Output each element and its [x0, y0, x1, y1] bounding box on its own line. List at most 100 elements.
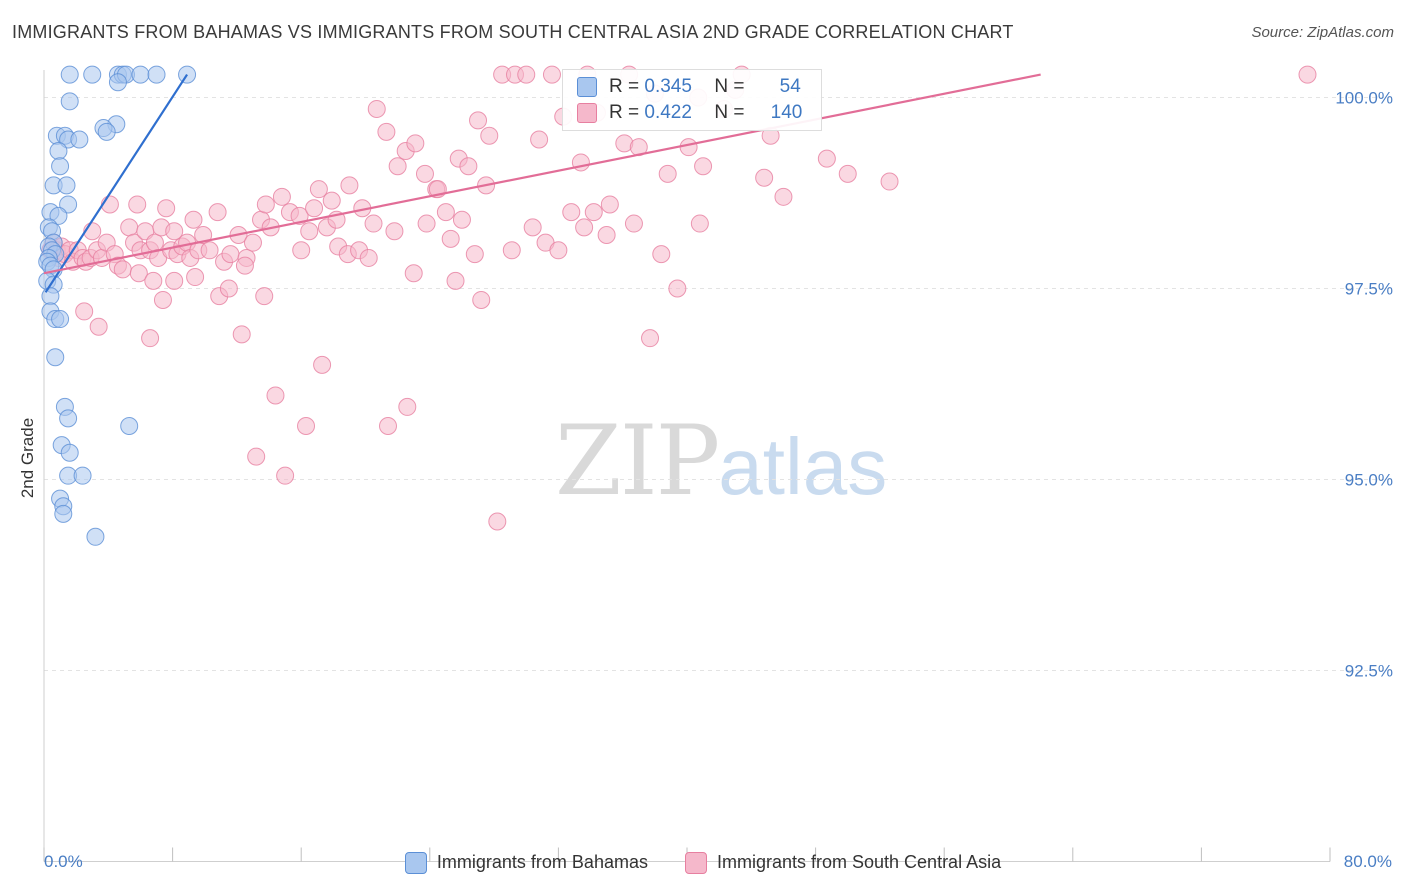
data-point — [120, 218, 139, 237]
legend-item-south-central-asia[interactable]: Immigrants from South Central Asia — [684, 852, 1002, 875]
legend-label-south-central-asia: Immigrants from South Central Asia — [716, 852, 1002, 872]
data-point — [309, 180, 328, 199]
data-point — [459, 157, 478, 176]
data-point — [517, 65, 536, 84]
data-point — [194, 226, 213, 245]
data-point — [441, 229, 460, 248]
y-tick-label: 92.5% — [1345, 662, 1393, 681]
legend-item-bahamas[interactable]: Immigrants from Bahamas — [404, 852, 648, 875]
data-point — [297, 417, 316, 436]
data-point — [472, 290, 491, 309]
data-point — [359, 248, 378, 267]
x-tick-label-max: 80.0% — [1343, 852, 1392, 871]
data-point — [377, 122, 396, 141]
data-point — [266, 386, 285, 405]
data-point — [184, 210, 203, 229]
data-point — [385, 222, 404, 241]
data-point — [562, 203, 581, 222]
data-point — [131, 65, 150, 84]
data-point — [153, 290, 172, 309]
data-point — [530, 130, 549, 149]
data-point — [452, 210, 471, 229]
data-point — [668, 279, 687, 298]
data-point — [300, 222, 319, 241]
chart-title: IMMIGRANTS FROM BAHAMAS VS IMMIGRANTS FR… — [12, 22, 1014, 42]
data-point — [70, 130, 89, 149]
data-point — [880, 172, 899, 191]
stats-row-bahamas: R = 0.345 N = 54 — [577, 76, 801, 102]
data-point — [60, 92, 79, 111]
data-point — [60, 65, 79, 84]
data-point — [208, 203, 227, 222]
data-point — [364, 214, 383, 233]
data-point — [247, 447, 266, 466]
data-point — [690, 214, 709, 233]
data-point — [232, 325, 251, 344]
data-point — [290, 206, 309, 225]
data-point — [145, 233, 164, 252]
data-point — [469, 111, 488, 130]
data-point — [480, 126, 499, 145]
stats-row-south-central-asia: R = 0.422 N = 140 — [577, 102, 802, 128]
watermark-atlas: atlas — [718, 422, 888, 511]
data-point — [1298, 65, 1317, 84]
y-tick-label: 95.0% — [1345, 471, 1393, 490]
y-tick-label: 100.0% — [1335, 89, 1393, 108]
data-point — [446, 271, 465, 290]
data-point — [59, 195, 78, 214]
stats-box: R = 0.345 N = 54 R = 0.422 N = 140 — [562, 69, 822, 131]
data-point — [221, 245, 240, 264]
stats-n-label: N = — [714, 76, 745, 97]
watermark: ZIPatlas — [555, 405, 887, 517]
data-point — [292, 241, 311, 260]
data-point — [186, 268, 205, 287]
data-point — [51, 157, 70, 176]
data-point — [600, 195, 619, 214]
stats-n-value: 140 — [770, 102, 803, 123]
data-point — [86, 527, 105, 546]
data-point — [256, 195, 275, 214]
data-point — [165, 271, 184, 290]
data-point — [129, 264, 148, 283]
trend-line — [44, 73, 188, 293]
data-point — [817, 149, 836, 168]
points-layer — [38, 65, 1317, 546]
data-point — [113, 260, 132, 279]
data-point — [200, 241, 219, 260]
data-point — [340, 176, 359, 195]
data-point — [97, 122, 116, 141]
data-point — [219, 279, 238, 298]
trend-line — [43, 73, 1041, 275]
data-point — [774, 187, 793, 206]
stats-swatch-bahamas — [577, 76, 597, 97]
data-point — [597, 226, 616, 245]
data-point — [59, 409, 78, 428]
legend: Immigrants from Bahamas Immigrants from … — [0, 852, 1406, 875]
data-point — [404, 264, 423, 283]
data-point — [575, 218, 594, 237]
data-point — [694, 157, 713, 176]
data-point — [488, 512, 507, 531]
grid-layer — [44, 97, 1396, 671]
data-point — [165, 222, 184, 241]
data-point — [276, 466, 295, 485]
data-point — [379, 417, 398, 436]
stats-n-label: N = — [714, 102, 745, 123]
data-point — [523, 218, 542, 237]
data-point — [89, 317, 108, 336]
legend-label-bahamas: Immigrants from Bahamas — [436, 852, 648, 872]
data-point — [235, 256, 254, 275]
data-point — [46, 348, 65, 367]
data-point — [51, 310, 70, 329]
watermark-zip: ZIP — [555, 405, 720, 517]
data-point — [147, 65, 166, 84]
stats-r-value: 0.422 — [644, 102, 692, 123]
data-point — [755, 168, 774, 187]
data-point — [584, 203, 603, 222]
data-point — [49, 206, 68, 225]
legend-swatch-bahamas — [404, 852, 427, 875]
data-point — [120, 417, 139, 436]
data-point — [658, 164, 677, 183]
data-point — [388, 157, 407, 176]
